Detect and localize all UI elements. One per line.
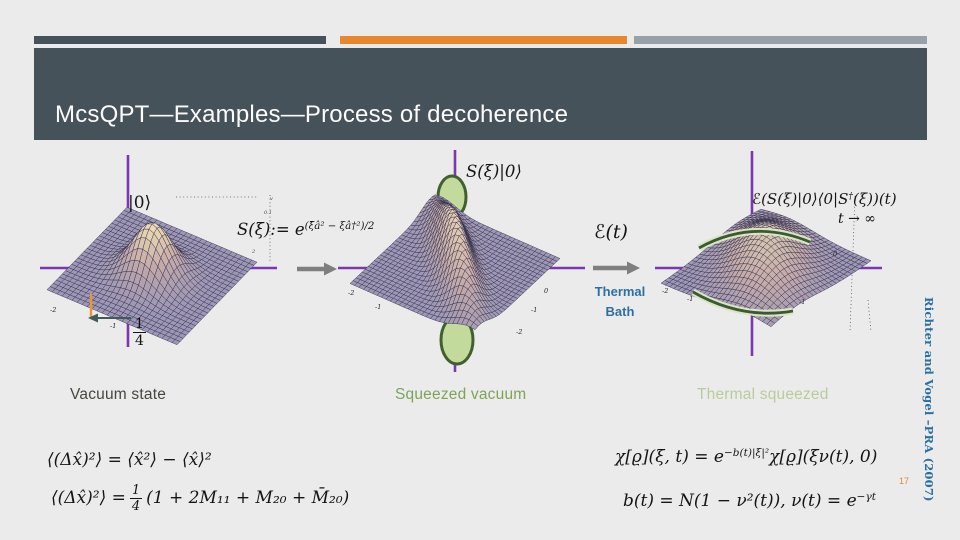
thermal-contour-bottom	[692, 290, 794, 315]
inset-label: 2	[251, 249, 255, 255]
one-quarter-height-marker: 1 4	[133, 317, 146, 348]
frac-num: 1	[129, 483, 143, 499]
frac-den: 4	[135, 333, 144, 349]
thermal-bath-label: Thermal Bath	[594, 284, 646, 320]
state-ket-vacuum: |0⟩	[128, 193, 152, 213]
thermal-contour-top	[698, 229, 811, 250]
slide-title: McsQPT—Examples—Process of decoherence	[55, 101, 569, 128]
wigner-surface-vacuum	[46, 206, 258, 345]
right-arrow-icon-decohere	[593, 261, 640, 275]
tick-label: -2	[50, 306, 56, 314]
tick-label: 0	[544, 287, 548, 295]
bt-pre: b(t) = N(1 − ν²(t)), ν(t) = e	[623, 491, 857, 511]
variance-definition-equation: ⟨(Δx̂)²⟩ = ⟨x̂²⟩ − ⟨x̂⟩²	[47, 450, 212, 470]
inset-label: v	[270, 196, 273, 202]
bt-exponent: −γt	[856, 491, 876, 504]
caption-thermal-squeezed: Thermal squeezed	[697, 386, 829, 403]
thermal-label-dagger: †	[848, 190, 854, 202]
tick-label: -2	[348, 289, 354, 297]
accent-bar-gray	[634, 36, 927, 44]
thermal-label-post: (ξ))(t)	[853, 190, 897, 208]
caption-vacuum-state: Vacuum state	[70, 386, 167, 403]
decay-parameters-equation: b(t) = N(1 − ν²(t)), ν(t) = e−γt	[623, 491, 876, 511]
thermal-label-pre: ℰ(S(ξ)|0⟩⟨0|S	[752, 190, 849, 208]
squeeze-formula-base: S(ξ):= e	[237, 220, 305, 239]
citation-vertical: Richter and Vogel –PRA (2007)	[922, 297, 936, 502]
squeeze-operator-formula: S(ξ):= e(ξ̄â² − ξâ†²)/2	[237, 220, 375, 239]
accent-bar-dark	[34, 36, 326, 44]
wigner-surface-squeezed	[349, 194, 561, 331]
inset-label: 0.1	[264, 210, 272, 216]
limit-label: t → ∞	[838, 211, 876, 227]
chi-exponent: −b(t)|ξ|²	[723, 447, 770, 460]
caption-squeezed-vacuum: Squeezed vacuum	[395, 386, 527, 403]
right-arrow-icon-squeeze	[297, 262, 337, 276]
chi-pre: χ[ϱ](ξ, t) = e	[615, 447, 724, 467]
tick-label: -2	[516, 328, 522, 336]
left-arrow-icon	[88, 313, 131, 323]
chi-post: χ[ϱ](ξν(t), 0)	[769, 447, 878, 467]
title-band: McsQPT—Examples—Process of decoherence	[34, 48, 927, 140]
inset-axis-thermal-2	[867, 299, 872, 333]
state-label-thermal: ℰ(S(ξ)|0⟩⟨0|S†(ξ))(t)	[752, 191, 897, 208]
accent-bar-orange	[340, 36, 627, 44]
variance-moments-equation: ⟨(Δx̂)²⟩ = 1 4 (1 + 2M₁₁ + M₂₀ + M̄₂₀)	[51, 484, 349, 513]
tick-label: 0	[833, 250, 837, 258]
state-ket-squeezed: S(ξ)|0⟩	[466, 162, 522, 181]
channel-label: ℰ(t)	[594, 221, 628, 243]
tick-label: -1	[687, 295, 693, 303]
tick-label: -2	[662, 287, 668, 295]
tick-label: -1	[375, 303, 381, 311]
variance-eq-lhs: ⟨(Δx̂)²⟩ =	[51, 488, 126, 509]
tick-label: -1	[110, 322, 116, 330]
tick-label: -1	[531, 306, 537, 314]
characteristic-function-equation: χ[ϱ](ξ, t) = e−b(t)|ξ|²χ[ϱ](ξν(t), 0)	[615, 447, 878, 467]
page-number: 17	[899, 476, 910, 486]
frac-den: 4	[131, 499, 141, 514]
squeeze-formula-exponent: (ξ̄â² − ξâ†²)/2	[304, 221, 375, 233]
tick-label: -1	[799, 298, 805, 306]
frac-num: 1	[133, 316, 146, 333]
variance-eq-rhs: (1 + 2M₁₁ + M₂₀ + M̄₂₀)	[146, 488, 350, 509]
